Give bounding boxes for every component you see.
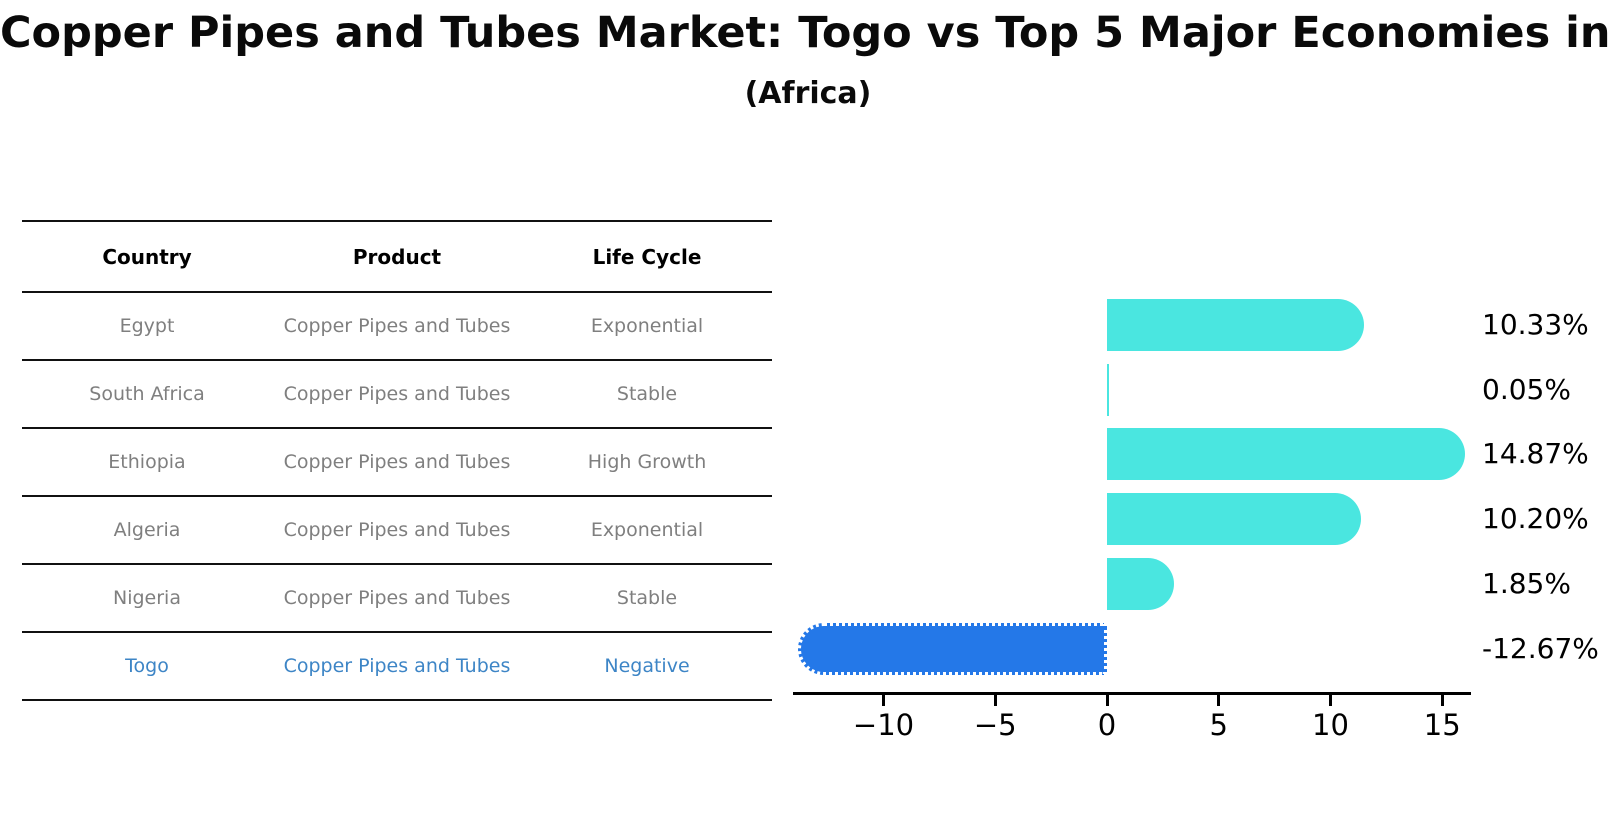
x-axis-tick-mark bbox=[1440, 695, 1444, 706]
cell-life-cycle: High Growth bbox=[587, 451, 707, 473]
cell-country: Togo bbox=[125, 655, 169, 677]
cell-product: Copper Pipes and Tubes bbox=[283, 519, 511, 541]
table-row-togo: Togo Copper Pipes and Tubes Negative bbox=[22, 633, 772, 701]
x-axis-tick-mark bbox=[882, 695, 885, 706]
comparison-table: Country Product Life Cycle Egypt Copper … bbox=[22, 220, 772, 701]
value-label-ethiopia: 14.87% bbox=[1482, 437, 1589, 471]
cell-product: Copper Pipes and Tubes bbox=[283, 451, 511, 473]
chart-subtitle: (Africa) bbox=[744, 76, 872, 111]
x-axis-tick-label: 10 bbox=[1312, 708, 1349, 742]
cell-country: Ethiopia bbox=[108, 451, 186, 473]
x-axis-tick-label: 15 bbox=[1423, 708, 1461, 742]
value-label-south-africa: 0.05% bbox=[1482, 372, 1571, 406]
value-label-nigeria: 1.85% bbox=[1482, 566, 1571, 600]
cell-country: South Africa bbox=[89, 383, 205, 405]
bar-egypt bbox=[1107, 299, 1364, 351]
x-axis-tick-mark bbox=[1329, 695, 1332, 706]
column-header-product: Product bbox=[352, 244, 442, 269]
table-row-algeria: Algeria Copper Pipes and Tubes Exponenti… bbox=[22, 497, 772, 565]
table-row-nigeria: Nigeria Copper Pipes and Tubes Stable bbox=[22, 565, 772, 633]
x-axis-tick-label: 5 bbox=[1209, 708, 1228, 742]
table-row-ethiopia: Ethiopia Copper Pipes and Tubes High Gro… bbox=[22, 429, 772, 497]
value-label-algeria: 10.20% bbox=[1482, 502, 1589, 536]
x-axis-tick-mark bbox=[1217, 695, 1221, 706]
bar-south-africa bbox=[1107, 363, 1109, 416]
table-row-egypt: Egypt Copper Pipes and Tubes Exponential bbox=[22, 293, 772, 361]
cell-life-cycle: Stable bbox=[616, 587, 678, 609]
cell-life-cycle: Stable bbox=[616, 383, 678, 405]
x-axis-line bbox=[793, 692, 1471, 695]
cell-life-cycle: Negative bbox=[604, 655, 690, 677]
bar-nigeria bbox=[1107, 557, 1175, 610]
cell-country: Egypt bbox=[119, 315, 175, 337]
x-axis-tick-mark bbox=[993, 695, 997, 706]
cell-life-cycle: Exponential bbox=[590, 315, 704, 337]
cell-product: Copper Pipes and Tubes bbox=[283, 383, 511, 405]
bar-ethiopia bbox=[1107, 428, 1466, 481]
column-header-country: Country bbox=[102, 244, 192, 269]
cell-country: Nigeria bbox=[113, 587, 181, 609]
value-label-egypt: 10.33% bbox=[1482, 308, 1589, 341]
column-header-life-cycle: Life Cycle bbox=[592, 244, 702, 269]
bar-algeria bbox=[1107, 493, 1361, 546]
table-header-row: Country Product Life Cycle bbox=[22, 222, 772, 293]
x-axis-tick-label: −10 bbox=[852, 708, 915, 742]
x-axis-tick-label: −5 bbox=[973, 708, 1017, 742]
cell-product: Copper Pipes and Tubes bbox=[283, 315, 511, 337]
cell-country: Algeria bbox=[113, 519, 181, 541]
bar-togo bbox=[797, 622, 1107, 675]
cell-product: Copper Pipes and Tubes bbox=[283, 655, 511, 677]
chart-title: Copper Pipes and Tubes Market: Togo vs T… bbox=[0, 8, 1616, 58]
table-row-south-africa: South Africa Copper Pipes and Tubes Stab… bbox=[22, 361, 772, 429]
cell-product: Copper Pipes and Tubes bbox=[283, 587, 511, 609]
cell-life-cycle: Exponential bbox=[590, 519, 704, 541]
x-axis-tick-label: 0 bbox=[1097, 708, 1117, 742]
value-label-togo: -12.67% bbox=[1482, 631, 1599, 665]
x-axis-tick-mark bbox=[1105, 695, 1109, 706]
